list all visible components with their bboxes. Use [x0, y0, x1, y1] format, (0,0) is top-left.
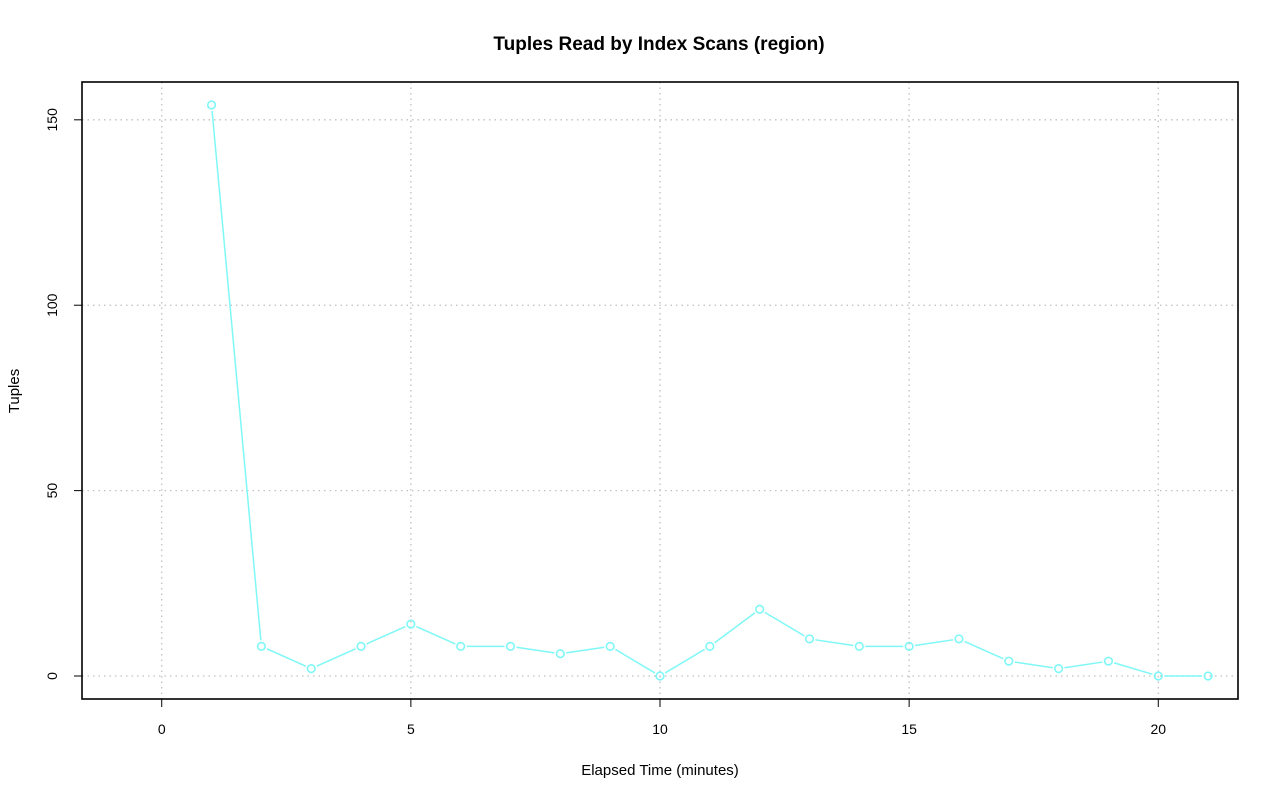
series-segment	[366, 625, 406, 645]
x-tick-label: 15	[901, 721, 917, 737]
data-point	[555, 649, 565, 659]
y-tick-label: 100	[44, 293, 60, 317]
data-point	[705, 641, 715, 651]
series-segment	[1113, 662, 1153, 676]
data-point	[954, 634, 964, 644]
series-segment	[714, 612, 756, 644]
data-point	[406, 619, 416, 629]
data-point	[605, 641, 615, 651]
series-segment	[211, 110, 262, 641]
x-tick-label: 5	[407, 721, 415, 737]
data-point	[505, 641, 516, 651]
data-point	[755, 604, 765, 614]
x-tick-label: 20	[1150, 721, 1166, 737]
series-segment	[764, 611, 805, 637]
data-point	[804, 634, 815, 644]
data-point	[655, 671, 665, 681]
data-point	[456, 641, 466, 651]
series-segment	[1064, 661, 1103, 669]
grid	[82, 82, 1238, 699]
data-point	[1004, 656, 1014, 666]
y-axis: 0 50 100 150	[44, 108, 82, 680]
x-tick-label: 0	[158, 721, 166, 737]
series-segment	[316, 648, 356, 667]
data-point	[306, 663, 316, 674]
series-segment	[416, 625, 456, 645]
data-point	[206, 100, 217, 110]
x-tick-label: 10	[652, 721, 668, 737]
y-tick-label: 150	[44, 108, 60, 132]
series-segment	[1014, 661, 1053, 669]
y-tick-label: 50	[44, 483, 60, 499]
data-point	[904, 641, 914, 651]
x-axis-label: Elapsed Time (minutes)	[581, 762, 739, 779]
series-segment	[614, 648, 656, 674]
series-segment	[664, 648, 706, 674]
x-axis: 0 5 10 15 20	[158, 699, 1166, 737]
data-point	[356, 641, 366, 651]
series-segment	[914, 639, 954, 647]
series-segment	[266, 648, 307, 667]
series-segment	[964, 640, 1004, 660]
data-point	[256, 641, 266, 651]
series-layer	[206, 100, 1213, 681]
data-point	[1103, 656, 1114, 666]
y-tick-label: 0	[44, 672, 60, 680]
data-point	[1153, 671, 1163, 681]
series-segment	[566, 646, 605, 654]
data-point	[854, 641, 864, 651]
chart-title: Tuples Read by Index Scans (region)	[493, 34, 824, 55]
data-point	[1203, 671, 1213, 681]
series-segment	[815, 639, 854, 647]
y-axis-label: Tuples	[6, 369, 23, 413]
series-segment	[516, 646, 555, 654]
data-point	[1054, 663, 1064, 674]
